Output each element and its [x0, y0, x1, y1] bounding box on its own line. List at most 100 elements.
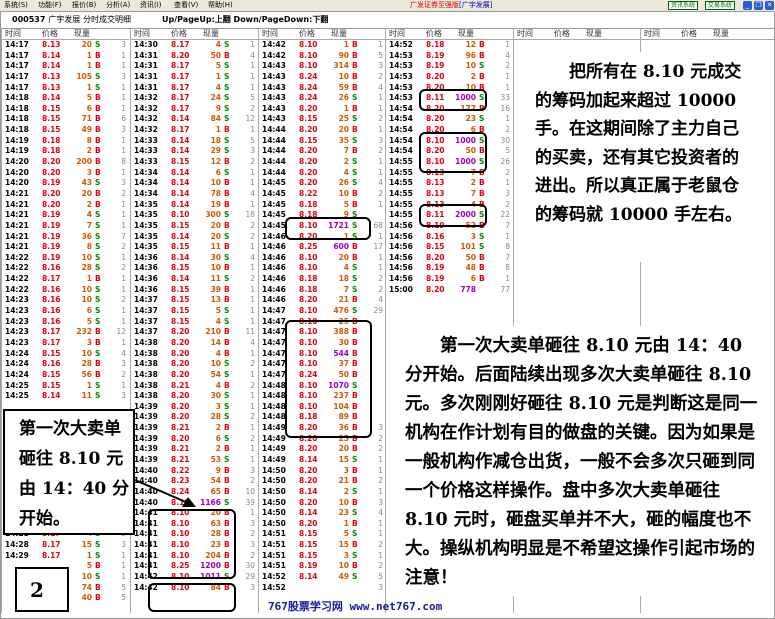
table-row: 14:21 8.19 8 S 2: [2, 242, 129, 253]
trade-count: 3: [378, 423, 383, 433]
table-row: 14:56 8.20 50 B 7: [386, 253, 513, 264]
trade-volume: 6: [86, 103, 92, 113]
column-header: 时间 价格 现量: [259, 28, 386, 40]
menu-quote[interactable]: 报价(B): [72, 1, 97, 9]
trade-volume: 6: [215, 433, 221, 443]
trade-count: 5: [250, 93, 255, 103]
trade-side: B: [352, 337, 358, 347]
table-row: 14:47 8.24 50 B: [259, 370, 386, 381]
table-row: 14:48 8.10 237 B: [259, 391, 386, 402]
trade-price: 8.10: [299, 401, 318, 411]
trade-count: 2: [250, 274, 255, 284]
trade-time: 14:46: [262, 242, 286, 252]
trade-time: 14:39: [134, 433, 158, 443]
trade-side: B: [224, 220, 230, 230]
trade-volume: 56: [81, 369, 92, 379]
trade-volume: 1721: [328, 220, 349, 230]
menu-info[interactable]: 资讯(I): [140, 1, 162, 9]
trade-count: 4: [378, 82, 383, 92]
trade-price: 8.15: [171, 306, 190, 316]
trade-side: B: [95, 327, 101, 337]
trade-time: 14:32: [134, 103, 158, 113]
trade-time: 14:43: [262, 93, 286, 103]
table-row: 14:56 8.15 101 S 8: [386, 242, 513, 253]
trade-time: 14:32: [134, 114, 158, 124]
trade-count: 1: [250, 284, 255, 294]
trade-side: B: [352, 199, 358, 209]
trade-time: 14:37: [134, 327, 158, 337]
restore-button[interactable]: ❐: [754, 1, 763, 10]
trade-price: 8.10: [299, 327, 318, 337]
trade-time: 14:47: [262, 316, 286, 326]
minimize-button[interactable]: _: [743, 1, 752, 10]
table-row: 14:34 8.14 78 B 4: [131, 189, 258, 200]
trade-price: 8.15: [42, 380, 61, 390]
trade-count: 1: [250, 199, 255, 209]
trade-price: 8.20: [426, 71, 445, 81]
trade-time: 14:53: [389, 71, 413, 81]
table-row: 14:35 8.15 20 B 2: [131, 221, 258, 232]
table-row: 14:42 8.10 84 B 3: [131, 583, 258, 594]
trade-price: 8.19: [426, 61, 445, 71]
trade-side: S: [95, 210, 101, 220]
trade-price: 8.13: [42, 71, 61, 81]
trade-price: 8.20: [299, 518, 318, 528]
trade-volume: 10: [465, 82, 476, 92]
trade-price: 8.11: [426, 210, 445, 220]
table-row: 14:55 8.10 1000 S 26: [386, 157, 513, 168]
trade-side: B: [95, 561, 101, 571]
header-price: 价格: [681, 29, 697, 38]
menu-function[interactable]: 功能(F): [38, 1, 62, 9]
trade-price: 8.10: [299, 337, 318, 347]
table-row: 14:52 8.18 12 B 1: [386, 40, 513, 51]
trade-count: 1: [121, 274, 126, 284]
trade-volume: 5: [86, 561, 92, 571]
trade-time: 14:44: [262, 125, 286, 135]
table-row: 14:46 8.20 21 B 4: [259, 295, 386, 306]
trade-volume: 5: [343, 199, 349, 209]
trade-volume: 11: [210, 274, 221, 284]
trade-volume: 6: [215, 167, 221, 177]
trade-price: 8.15: [299, 114, 318, 124]
trade-side: B: [352, 50, 358, 60]
trade-count: 5: [121, 593, 126, 603]
trade-side: S: [224, 412, 230, 422]
table-row: 14:55 8.11 2000 S 22: [386, 210, 513, 221]
trade-time: 14:50: [262, 486, 286, 496]
trade-time: 14:54: [389, 135, 413, 145]
trade-time: 14:23: [5, 327, 29, 337]
menu-view[interactable]: 查看(V): [174, 1, 199, 9]
trade-volume: 24: [210, 93, 221, 103]
trade-time: 14:41: [134, 561, 158, 571]
table-row: 14:30 8.17 4 S 1: [131, 40, 258, 51]
trade-count: 1: [250, 316, 255, 326]
menu-analysis[interactable]: 分析(A): [106, 1, 131, 9]
trade-price: 8.17: [171, 71, 190, 81]
trade-price: 8.15: [171, 295, 190, 305]
trade-count: 2: [121, 188, 126, 198]
trade-volume: 19: [210, 199, 221, 209]
trade-count: 1: [121, 316, 126, 326]
trade-system-button[interactable]: 交易系统: [705, 1, 736, 10]
info-system-button[interactable]: 资讯系统: [668, 1, 699, 10]
trade-side: S: [352, 178, 358, 188]
table-row: 14:50 8.20 3 B 1: [259, 466, 386, 477]
trade-price: 8.17: [171, 103, 190, 113]
trade-volume: 6: [470, 274, 476, 284]
trade-volume: 28: [81, 263, 92, 273]
close-button[interactable]: ✕: [765, 1, 774, 10]
table-row: 14:46 8.18 18 S 2: [259, 274, 386, 285]
table-row: 14:39 8.20 28 S 2: [131, 412, 258, 423]
menu-system[interactable]: 系统(S): [4, 1, 28, 9]
trade-price: 8.20: [426, 125, 445, 135]
trade-side: S: [224, 146, 230, 156]
table-row: 14:44 8.20 7 B 2: [259, 146, 386, 157]
menu-help[interactable]: 帮助(H): [208, 1, 233, 9]
trade-side: B: [352, 71, 358, 81]
trade-side: S: [352, 508, 358, 518]
trade-price: 8.17: [171, 125, 190, 135]
table-row: 14:43 8.20 1 B 1: [259, 104, 386, 115]
tick-column: 时间 价格 现量: [513, 28, 641, 613]
trade-count: 4: [250, 252, 255, 262]
